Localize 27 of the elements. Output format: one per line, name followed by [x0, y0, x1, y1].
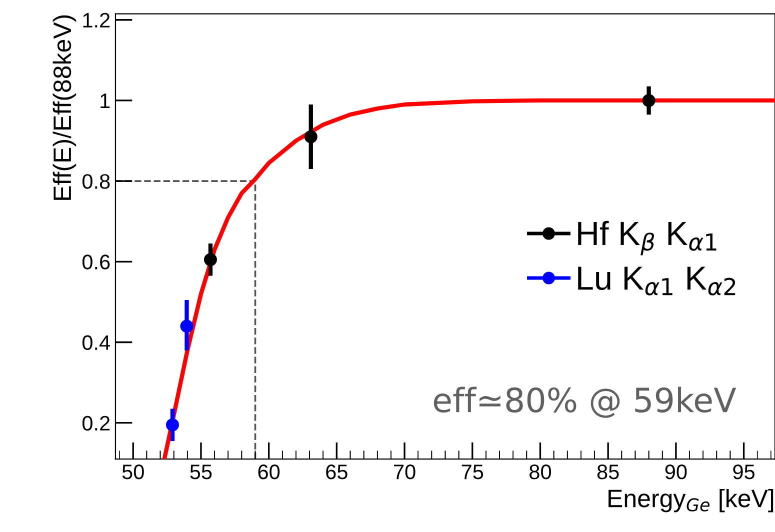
y-tick-label: 0.8 [82, 174, 110, 189]
y-tick-label: 1.2 [83, 12, 110, 28]
legend-label: Lu K$_{α1}$ K$_{α2}$ [578, 266, 736, 296]
x-tick-label: 90 [665, 464, 687, 480]
x-tick-label: 70 [394, 464, 416, 480]
line-series [162, 98, 775, 460]
legend-label: Hf K$_{β}$ K$_{α1}$ [578, 220, 716, 256]
y-tick-label: 1 [100, 94, 110, 108]
x-tick-label: 50 [122, 464, 144, 480]
x-tick-label: 60 [258, 464, 280, 480]
x-axis-title: Energy$_{Ge}$ [keV] [608, 488, 774, 512]
point [204, 253, 217, 266]
x-tick-label: 95 [733, 464, 754, 480]
annotation: eff≃80% @ 59keV [434, 386, 736, 418]
point [642, 94, 656, 107]
x-tick-label: 75 [462, 464, 484, 480]
y-axis-title: Eff(E)/Eff(88keV) [52, 15, 76, 200]
x-tick-label: 55 [190, 464, 212, 480]
x-tick-label: 85 [597, 464, 619, 480]
y-tick-label: 0.2 [82, 416, 110, 431]
x-tick-label: 65 [326, 464, 348, 480]
point [180, 320, 194, 333]
y-tick-label: 0.4 [82, 335, 110, 350]
x-tick-label: 80 [530, 464, 552, 480]
point [166, 418, 179, 432]
point [304, 130, 318, 144]
y-tick-label: 0.6 [82, 254, 110, 270]
